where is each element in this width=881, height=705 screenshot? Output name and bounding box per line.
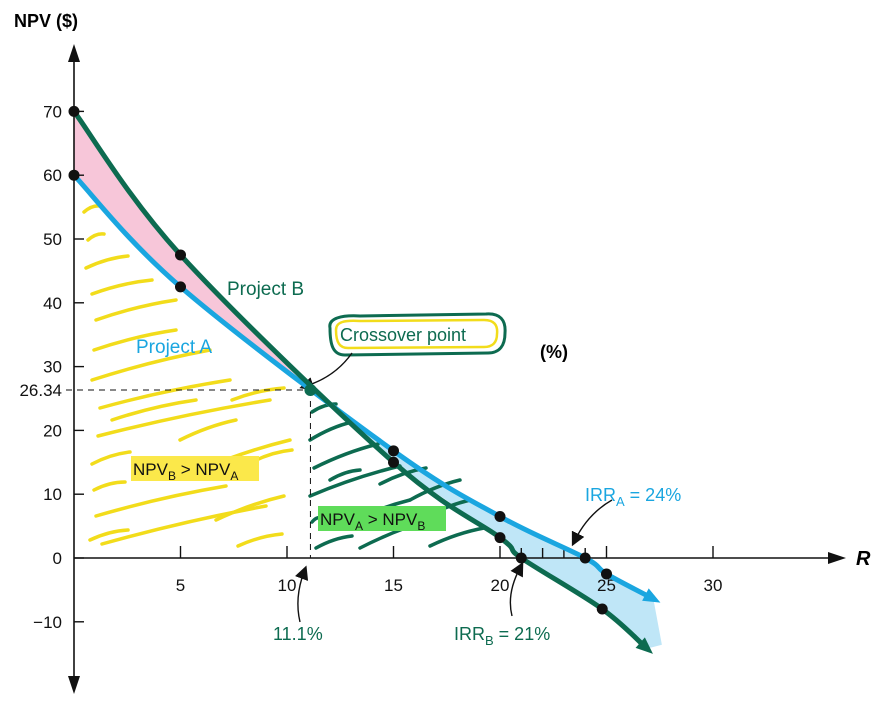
crossover-label: Crossover point (340, 325, 466, 345)
hatch-stroke (312, 442, 380, 470)
project-a-arrowhead (642, 588, 661, 603)
series-line-project-b (71, 108, 650, 652)
axis-ticks (74, 110, 714, 623)
crossover-point (304, 383, 317, 396)
hatch-stroke (86, 232, 106, 242)
series-label-project-b: Project B (227, 279, 304, 300)
series-line-project-a (71, 172, 656, 602)
hatch-stroke (110, 398, 198, 422)
hatch-stroke (308, 420, 354, 442)
x-axis-arrowhead (828, 552, 846, 564)
crossover-y-tick-label: 26.34 (19, 381, 62, 400)
y-tick-label: 40 (43, 294, 62, 313)
project-b-arrowhead (635, 637, 653, 654)
data-point (596, 603, 608, 615)
hatch-stroke (90, 278, 154, 296)
series-label-project-a: Project A (136, 337, 212, 358)
y-axis-title: NPV ($) (14, 11, 78, 31)
hatch-stroke (428, 526, 486, 548)
y-tick-label: 30 (43, 358, 62, 377)
data-point (579, 552, 591, 564)
hatch-stroke (236, 532, 284, 548)
data-point (175, 249, 186, 261)
irr-a-label: IRRA = 24% (585, 485, 681, 509)
hatch-stroke (90, 348, 212, 382)
hatch-stroke (98, 378, 232, 410)
crossover-label-yellow-outline (334, 318, 499, 350)
x-tick-label: 15 (384, 576, 403, 595)
y-axis-arrowhead-up (68, 44, 80, 62)
hatch-stroke (94, 298, 178, 322)
x-tick-label: 25 (597, 576, 616, 595)
hatch-stroke (100, 504, 268, 546)
data-points (68, 105, 612, 615)
hatch-stroke (82, 204, 102, 214)
y-tick-label: 50 (43, 230, 62, 249)
data-point (388, 445, 399, 457)
hatch-stroke (230, 386, 286, 402)
data-point (175, 281, 186, 293)
x-axis-unit: (%) (540, 342, 568, 362)
x-axis-title: R (856, 548, 871, 570)
hatch-stroke (88, 528, 130, 542)
hatch-stroke (84, 254, 130, 270)
data-point (494, 511, 506, 523)
hatch-stroke (214, 494, 286, 522)
data-point (515, 552, 527, 564)
y-tick-label: 0 (53, 549, 62, 568)
data-point (68, 169, 80, 181)
y-tick-label: 60 (43, 166, 62, 185)
hatch-stroke (328, 468, 362, 482)
crossover-x-label: 11.1% (273, 624, 323, 644)
region-left-label: NPVB > NPVA (133, 460, 238, 483)
x-tick-label: 20 (491, 576, 510, 595)
crossover-x-pointer-arrow (294, 565, 309, 623)
y-tick-label: 20 (43, 421, 62, 440)
hatch-stroke (90, 450, 132, 466)
y-tick-label: 70 (43, 102, 62, 121)
region-left-highlight (131, 456, 259, 481)
irr-b-label: IRRB = 21% (454, 624, 550, 648)
hatch-stroke (308, 464, 402, 498)
data-point (601, 568, 612, 580)
data-point (494, 532, 506, 544)
irr-a-pointer-arrow (571, 499, 613, 547)
x-tick-label: 5 (176, 576, 185, 595)
irr-b-pointer-arrow (509, 561, 524, 617)
y-tick-label: 10 (43, 485, 62, 504)
yellow-hatching (82, 204, 294, 548)
hatch-stroke (94, 484, 228, 518)
region-right-label: NPVA > NPVB (320, 510, 425, 533)
hatch-stroke (92, 328, 178, 352)
crossover-pointer-arrow (299, 352, 353, 391)
data-point (68, 105, 80, 117)
data-point (388, 456, 399, 468)
crossover-label-green-outline (328, 312, 507, 357)
hatch-stroke (178, 418, 238, 442)
region-right-highlight (318, 506, 446, 531)
hatch-stroke (408, 478, 462, 502)
hatch-stroke (92, 480, 127, 492)
x-tick-label: 10 (278, 576, 297, 595)
y-tick-label: −10 (33, 613, 62, 632)
y-axis-arrowhead-down (68, 676, 80, 694)
axis-tick-labels: 5 10 15 20 25 30 70 60 50 40 30 20 10 0 −10 26.34 (19, 102, 722, 631)
x-tick-label: 30 (704, 576, 723, 595)
hatch-stroke (314, 534, 354, 550)
hatch-stroke (96, 398, 272, 438)
